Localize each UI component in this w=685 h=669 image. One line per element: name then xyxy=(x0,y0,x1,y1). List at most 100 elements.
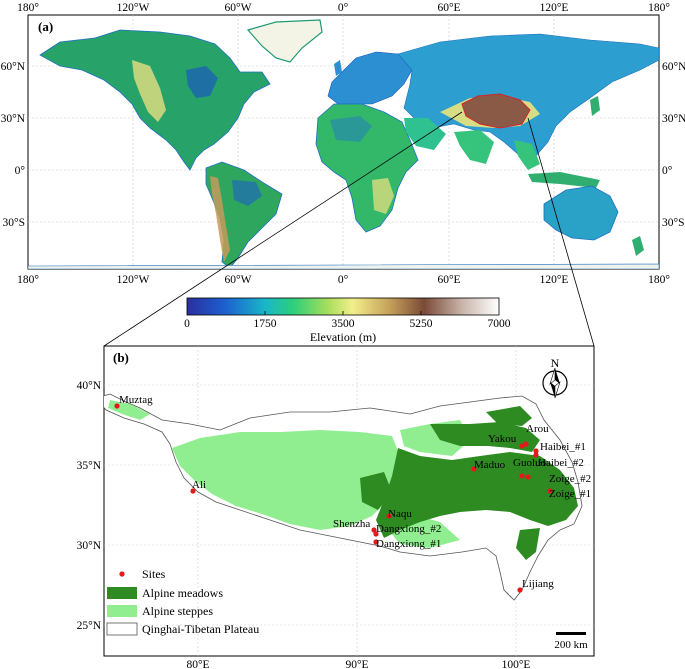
lon-tick-bottom: 0° xyxy=(338,274,349,286)
legend-swatch-plateau xyxy=(106,622,138,636)
site-label: Shenzha xyxy=(333,518,370,530)
alpine-meadows xyxy=(516,528,540,560)
british-isles xyxy=(334,60,342,76)
lon-tick-top: 180° xyxy=(17,2,39,14)
greenland xyxy=(246,19,323,63)
panel-b-lon-labels: 80°E 90°E 100°E xyxy=(186,659,530,669)
site[interactable]: Shenzha xyxy=(333,518,377,533)
antarctica-edge xyxy=(28,263,659,269)
site-label: Arou xyxy=(526,423,549,435)
lon-tick-top: 180° xyxy=(648,2,670,14)
lon-tick-bottom: 180° xyxy=(17,274,39,286)
lon-tick-bottom: 60°W xyxy=(225,274,252,286)
scale-bar: 200 km xyxy=(554,632,588,651)
panel-b-legend: Sites Alpine meadows Alpine steppes Qing… xyxy=(106,567,259,636)
lat-tick-right: 30°N xyxy=(662,113,685,125)
tibetan-plateau-highlight xyxy=(461,93,531,129)
lat-tick-right: 0° xyxy=(662,165,673,177)
andes xyxy=(210,176,230,262)
colorbar-tick-label: 0 xyxy=(184,318,190,330)
site-label: Haibei_#1 xyxy=(540,441,586,453)
panel-a-lon-labels-top: 180° 120°W 60°W 0° 60°E 120°E 180° xyxy=(17,2,670,14)
panel-a-lat-labels-right: 60°N 30°N 0° 30°S xyxy=(662,61,685,229)
scale-bar-label: 200 km xyxy=(554,639,588,651)
lon-tick-bottom: 60°E xyxy=(437,274,460,286)
site-label: Dangxiong_#2 xyxy=(376,523,441,535)
site[interactable]: Haibei_#2 xyxy=(533,452,584,469)
lon-tick-top: 0° xyxy=(338,2,349,14)
panel-b-plateau-map: Muztag Ali Shenzha Naqu Dangxiong_#2 Dan… xyxy=(77,345,595,669)
site-label: Haibei_#2 xyxy=(538,457,584,469)
continents xyxy=(28,19,659,269)
site-label: Lijiang xyxy=(522,578,554,590)
africa xyxy=(315,103,419,233)
colorbar-tick-label: 1750 xyxy=(254,318,277,330)
colorbar-tick-label: 5250 xyxy=(410,318,433,330)
lat-tick-left: 30°N xyxy=(1,113,26,125)
site-label: Muztag xyxy=(119,394,153,406)
lon-tick: 100°E xyxy=(502,659,531,669)
lat-tick-left: 60°N xyxy=(1,61,26,73)
site-label: Maduo xyxy=(474,459,506,471)
lat-tick: 40°N xyxy=(77,380,102,392)
site-label: Naqu xyxy=(388,508,412,520)
site-label: Dangxiong_#1 xyxy=(376,538,441,550)
lon-tick-top: 60°W xyxy=(225,2,252,14)
site[interactable]: Maduo xyxy=(471,459,506,472)
amazon-basin xyxy=(232,180,262,206)
australia xyxy=(543,185,619,241)
alpine-steppes xyxy=(172,430,400,530)
rocky-mountains xyxy=(132,60,166,122)
plateau-vegetation xyxy=(104,393,583,601)
alpine-meadows xyxy=(486,406,532,426)
colorbar-tick-label: 3500 xyxy=(332,318,355,330)
east-african-highlands xyxy=(372,178,394,214)
panel-a-lat-labels-left: 60°N 30°N 0° 30°S xyxy=(1,61,26,229)
site-markers: Muztag Ali Shenzha Naqu Dangxiong_#2 Dan… xyxy=(114,394,591,593)
site[interactable]: Zoige_#2 xyxy=(525,473,591,485)
lat-tick: 35°N xyxy=(77,460,102,472)
panel-b-lat-labels: 40°N 35°N 30°N 25°N xyxy=(77,380,102,632)
lat-tick-left: 30°S xyxy=(3,217,26,229)
site-label: Guoluo xyxy=(513,457,547,469)
lon-tick-bottom: 180° xyxy=(648,274,670,286)
lat-tick: 25°N xyxy=(77,620,102,632)
colorbar-ticks xyxy=(264,311,422,315)
legend-swatch-sites xyxy=(119,571,125,577)
panel-b-label: (b) xyxy=(113,350,129,365)
panel-a-lon-labels-bottom: 180° 120°W 60°W 0° 60°E 120°E 180° xyxy=(17,274,670,286)
legend-swatch-meadows xyxy=(107,587,137,599)
site[interactable]: Muztag xyxy=(114,394,153,409)
site[interactable]: Haibei_#1 xyxy=(533,441,586,454)
site[interactable]: Zoige_#1 xyxy=(547,488,591,500)
site[interactable]: Guoluo xyxy=(513,457,547,479)
site[interactable]: Dangxiong_#1 xyxy=(373,538,441,550)
site[interactable]: Yakou xyxy=(488,433,525,449)
north-arrow-label: N xyxy=(551,356,560,370)
panel-a-label: (a) xyxy=(38,19,53,34)
site[interactable]: Lijiang xyxy=(517,578,554,593)
zoom-connectors xyxy=(103,111,595,347)
site[interactable]: Ali xyxy=(190,479,206,494)
legend-label: Sites xyxy=(142,567,166,581)
lon-tick-bottom: 120°E xyxy=(540,274,569,286)
sahara-lowland xyxy=(330,116,372,142)
lon-tick: 80°E xyxy=(186,659,209,669)
alpine-meadows xyxy=(376,448,578,538)
lat-tick-right: 60°N xyxy=(662,61,685,73)
colorbar-title: Elevation (m) xyxy=(310,330,376,344)
elevation-colorbar: 0 1750 3500 5250 7000 Elevation (m) xyxy=(184,297,511,344)
indonesia xyxy=(528,172,600,188)
alpine-meadows xyxy=(430,422,540,452)
lon-tick-top: 120°E xyxy=(540,2,569,14)
site-label: Yakou xyxy=(488,433,517,445)
site[interactable]: Dangxiong_#2 xyxy=(373,523,441,537)
lon-tick: 90°E xyxy=(345,659,368,669)
hudson-bay-lowland xyxy=(186,66,218,98)
site[interactable]: Naqu xyxy=(386,508,412,520)
site[interactable]: Arou xyxy=(523,423,549,447)
legend-label: Alpine meadows xyxy=(142,586,223,600)
new-zealand xyxy=(632,236,644,256)
legend-label: Qinghai-Tibetan Plateau xyxy=(142,622,259,636)
